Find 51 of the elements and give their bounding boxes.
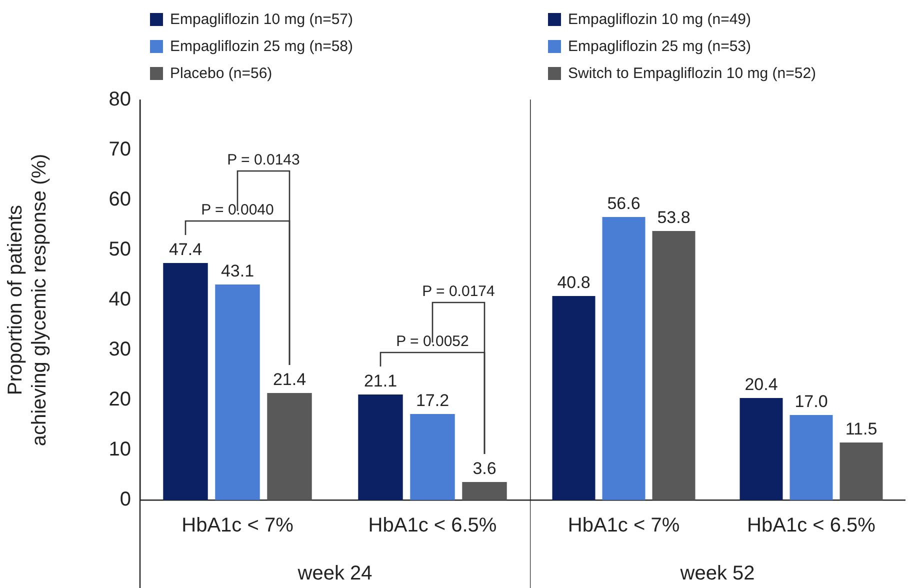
text: Proportion of patients <box>4 204 27 396</box>
bar <box>552 296 596 500</box>
annotation: P = 0.0052 <box>396 333 469 350</box>
data-label: 20.4 <box>744 375 778 394</box>
data-label: 3.6 <box>472 459 496 478</box>
y-tick-label: 40 <box>108 288 131 311</box>
legend-label: Switch to Empagliflozin 10 mg (n=52) <box>568 65 816 82</box>
y-tick-label: 70 <box>108 138 131 161</box>
legend-label: Empagliflozin 10 mg (n=57) <box>170 11 354 28</box>
data-label: 47.4 <box>168 240 202 260</box>
y-tick-label: 10 <box>108 438 131 461</box>
x-axis-title: week 24 <box>296 562 372 585</box>
data-label: 21.4 <box>272 370 306 390</box>
y-tick-label: 80 <box>108 88 131 111</box>
x-tick-label: HbA1c < 6.5% <box>747 514 876 537</box>
data-label: 53.8 <box>657 208 690 228</box>
bar <box>652 231 696 500</box>
legend-label: Empagliflozin 25 mg (n=58) <box>170 38 354 55</box>
y-tick-label: 20 <box>108 388 131 411</box>
text: achieving glycemic response (%) <box>28 154 51 446</box>
bar <box>358 394 403 500</box>
bar <box>602 217 646 500</box>
legend-label: Empagliflozin 25 mg (n=53) <box>568 38 752 55</box>
data-label: 17.0 <box>794 392 828 412</box>
data-label: 21.1 <box>364 372 398 391</box>
data-label: 56.6 <box>607 194 640 214</box>
bar <box>215 284 260 500</box>
bar <box>790 415 833 500</box>
legend-label: Empagliflozin 10 mg (n=49) <box>568 11 752 28</box>
y-tick-label: 50 <box>108 238 131 261</box>
bar <box>840 442 883 500</box>
bar <box>163 263 208 500</box>
x-axis-title: week 52 <box>679 562 755 585</box>
x-tick-label: HbA1c < 7% <box>182 514 294 537</box>
x-tick-label: HbA1c < 6.5% <box>368 514 497 537</box>
data-label: 11.5 <box>845 420 878 439</box>
bar <box>267 393 312 500</box>
bar <box>410 414 455 500</box>
bar <box>462 482 507 500</box>
y-tick-label: 0 <box>120 488 131 511</box>
annotation: P = 0.0174 <box>422 283 495 300</box>
annotation: P = 0.0143 <box>227 152 300 169</box>
data-label: 40.8 <box>557 273 590 292</box>
data-label: 43.1 <box>220 262 254 281</box>
y-tick-label: 60 <box>108 188 131 211</box>
bar <box>740 398 783 500</box>
y-tick-label: 30 <box>108 338 131 361</box>
annotation: P = 0.0040 <box>201 202 274 219</box>
x-tick-label: HbA1c < 7% <box>568 514 680 537</box>
legend-label: Placebo (n=56) <box>170 65 272 82</box>
data-label: 17.2 <box>416 391 450 410</box>
